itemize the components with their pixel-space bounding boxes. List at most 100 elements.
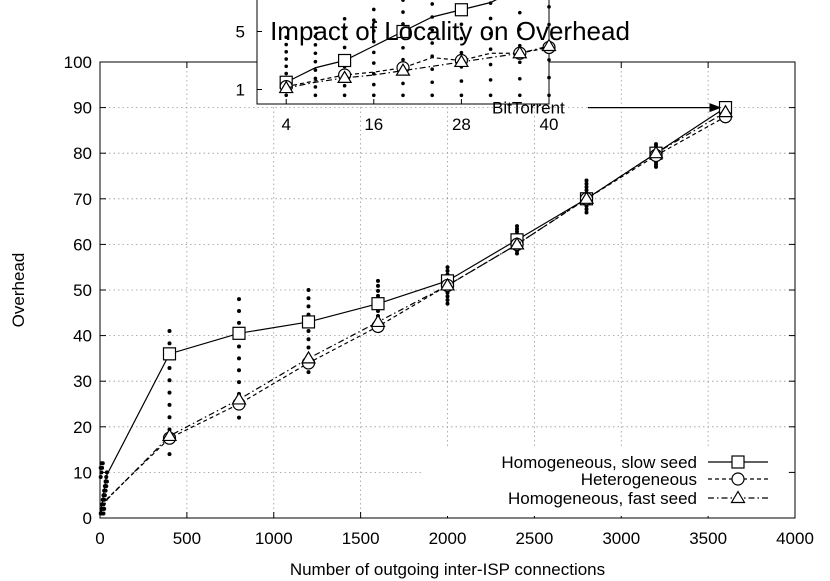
inset-run-dot (518, 76, 522, 81)
legend-label-slow-seed: Homogeneous, slow seed (501, 453, 697, 472)
run-dot (167, 452, 172, 457)
inset-run-dot (401, 57, 405, 62)
inset-run-dot (518, 10, 522, 15)
inset-run-dot (459, 36, 464, 41)
inset-series-line-1 (286, 46, 550, 88)
inset-run-dot (372, 39, 376, 44)
x-tick-label: 1500 (342, 529, 380, 548)
inset-series-line-2 (286, 45, 550, 89)
inset-run-dot (313, 51, 318, 56)
triangle-marker (509, 236, 525, 250)
x-tick-label: 1000 (255, 529, 293, 548)
inset-triangle-marker (278, 80, 294, 94)
inset-run-dot (430, 93, 435, 98)
inset-run-dot (284, 93, 289, 98)
inset-run-dot (342, 93, 347, 98)
axes-ticks: 0 500 1000 1500 2000 2500 3000 3500 4000 0 10 20 30 4… (64, 53, 814, 548)
inset-run-dot (342, 36, 347, 40)
inset-run-dot (430, 54, 435, 58)
triangle-marker (439, 277, 456, 291)
run-dot (167, 390, 172, 395)
inset-run-dot (459, 79, 464, 83)
run-dot (99, 470, 104, 475)
run-dot (445, 301, 450, 306)
y-tick-label: 0 (83, 509, 92, 528)
x-tick-label: 3000 (602, 529, 640, 548)
run-dot (100, 461, 105, 466)
inset-run-dot (372, 82, 376, 87)
inset-run-dot (518, 93, 522, 98)
run-dot (584, 188, 589, 193)
y-tick-label: 10 (73, 463, 92, 482)
run-dot (306, 337, 311, 342)
triangle-marker (648, 145, 664, 159)
run-dot (376, 278, 380, 283)
inset-triangle-marker (337, 70, 353, 83)
triangle-marker (300, 350, 317, 364)
legend-entry-slow-seed: Homogeneous, slow seed (501, 453, 768, 472)
x-tick-label: 4000 (776, 529, 814, 548)
run-dot (167, 329, 172, 334)
inset-series-line-0 (285, 0, 497, 83)
run-dot (306, 304, 311, 309)
inset-run-dot (313, 43, 318, 47)
inset-run-dot (342, 45, 347, 50)
inset-x-tick-label: 4 (281, 115, 290, 134)
run-dot (237, 356, 241, 361)
y-tick-label: 100 (64, 53, 92, 72)
run-dot (306, 288, 311, 292)
legend-marker-triangle (730, 490, 746, 504)
inset-run-dot (488, 62, 493, 67)
inset-run-dot (459, 22, 464, 27)
run-dot (306, 296, 311, 301)
y-tick-label: 90 (73, 99, 92, 118)
run-dot (167, 365, 172, 370)
inset-run-dot (372, 93, 376, 98)
inset-run-dot (401, 22, 405, 26)
inset-triangle-marker (512, 45, 528, 59)
run-dot (167, 415, 172, 420)
series-lines (100, 100, 734, 514)
y-tick-label: 20 (73, 418, 92, 437)
inset-run-dot (372, 18, 376, 22)
x-tick-label: 500 (173, 529, 201, 548)
inset-run-dot (372, 50, 376, 55)
run-dot (306, 329, 311, 334)
y-tick-label: 30 (73, 372, 92, 391)
run-dot (237, 368, 241, 373)
inset-run-dot (430, 67, 435, 71)
run-dot (515, 226, 519, 231)
square-marker (371, 297, 385, 311)
annotation-text: BitTorrent (492, 99, 565, 118)
run-dot (376, 293, 380, 298)
legend-background (422, 446, 787, 516)
inset-run-dot (430, 41, 435, 45)
y-tick-label: 40 (73, 327, 92, 346)
inset-run-dot (342, 16, 347, 21)
legend-entry-fast-seed: Homogeneous, fast seed (508, 489, 768, 508)
run-dot (237, 320, 241, 325)
inset-run-dot (401, 45, 405, 50)
run-dot (167, 378, 172, 383)
inset-run-dot (459, 93, 464, 98)
run-dot (584, 207, 589, 212)
run-dot (376, 283, 380, 288)
inset-run-dot (488, 93, 493, 98)
run-dot (376, 288, 380, 293)
legend-marker-square (731, 455, 745, 469)
inset-run-dot (401, 93, 405, 98)
triangle-marker (370, 314, 386, 328)
inset-run-dot (488, 78, 493, 82)
inset-run-dot (430, 80, 435, 85)
run-dot (515, 224, 519, 229)
x-tick-label: 2000 (429, 529, 467, 548)
x-tick-label: 3500 (689, 529, 727, 548)
inset-x-tick-label: 28 (452, 115, 471, 134)
x-tick-label: 2500 (515, 529, 553, 548)
y-axis-label: Overhead (9, 253, 28, 328)
inset-run-dot (488, 47, 493, 51)
inset-square-marker (338, 53, 352, 68)
inset-run-dot (372, 7, 376, 12)
inset-run-dot (313, 93, 318, 98)
